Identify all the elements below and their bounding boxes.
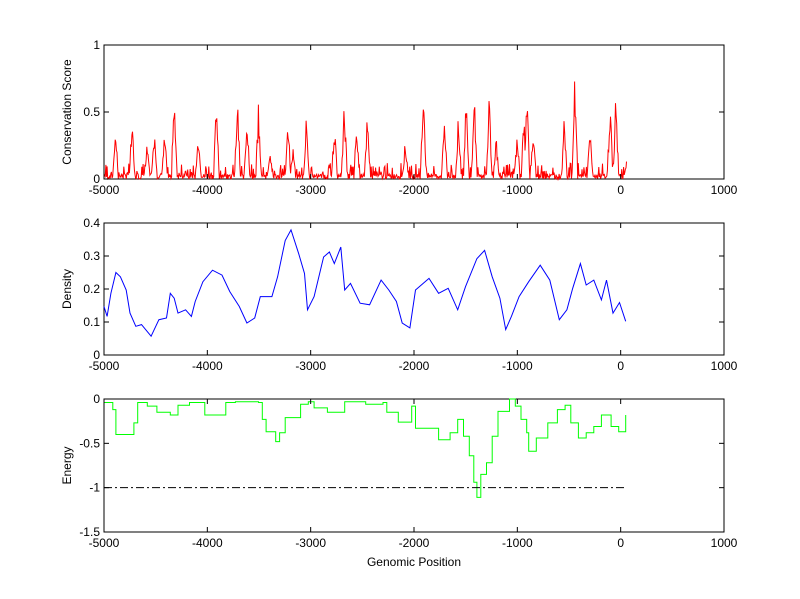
x-tick-label: -1000 — [502, 536, 533, 550]
axes-box — [103, 44, 725, 180]
y-axis-label: Conservation Score — [60, 59, 74, 165]
density-axes: -5000 -4000 -3000 -2000 -1000 0 1000 0 0.1 0.2 0.3… — [60, 216, 738, 373]
y-tick-label: 1 — [93, 38, 100, 52]
x-tick-label: -1000 — [502, 359, 533, 373]
energy-axes: -5000 -4000 -3000 -2000 -1000 0 1000 -1.5 -1 -0.5… — [60, 392, 738, 569]
x-tick-label: 1000 — [711, 183, 738, 197]
y-tick-label: 0 — [93, 392, 100, 406]
x-tick-label: 1000 — [711, 536, 738, 550]
x-tick-label: 1000 — [711, 359, 738, 373]
conservation-axes: -5000 -4000 -3000 -2000 -1000 0 1000 0 0.5 1 Conse… — [60, 38, 738, 197]
x-tick-label: -3000 — [295, 359, 326, 373]
y-tick-label: 0.1 — [83, 315, 100, 329]
x-tick-label: -3000 — [295, 536, 326, 550]
density-series-line — [103, 228, 627, 338]
y-tick-label: -1 — [89, 481, 100, 495]
x-tick-label: -2000 — [399, 536, 430, 550]
x-tick-label: 0 — [617, 183, 624, 197]
y-axis-label: Density — [60, 269, 74, 309]
y-tick-label: 0 — [93, 172, 100, 186]
y-tick-label: 0 — [93, 348, 100, 362]
y-tick-label: 0.3 — [83, 249, 100, 263]
x-axis-label: Genomic Position — [367, 555, 461, 569]
x-tick-label: -5000 — [89, 359, 120, 373]
y-tick-label: -1.5 — [79, 525, 100, 539]
x-tick-label: -2000 — [399, 359, 430, 373]
x-tick-label: -4000 — [192, 183, 223, 197]
x-tick-label: -2000 — [399, 183, 430, 197]
y-tick-label: 0.2 — [83, 282, 100, 296]
x-tick-label: -4000 — [192, 359, 223, 373]
y-tick-label: 0.4 — [83, 216, 100, 230]
axes-box — [103, 222, 725, 356]
x-tick-label: -3000 — [295, 183, 326, 197]
y-tick-label: 0.5 — [83, 105, 100, 119]
x-tick-label: -5000 — [89, 536, 120, 550]
x-tick-label: -1000 — [502, 183, 533, 197]
y-tick-label: -0.5 — [79, 436, 100, 450]
conservation-series-line — [103, 81, 627, 181]
x-tick-label: -5000 — [89, 183, 120, 197]
energy-series-line — [104, 398, 627, 498]
axes-box — [103, 398, 725, 533]
x-tick-label: -4000 — [192, 536, 223, 550]
x-tick-label: 0 — [617, 359, 624, 373]
y-axis-label: Energy — [60, 446, 74, 484]
x-tick-label: 0 — [617, 536, 624, 550]
